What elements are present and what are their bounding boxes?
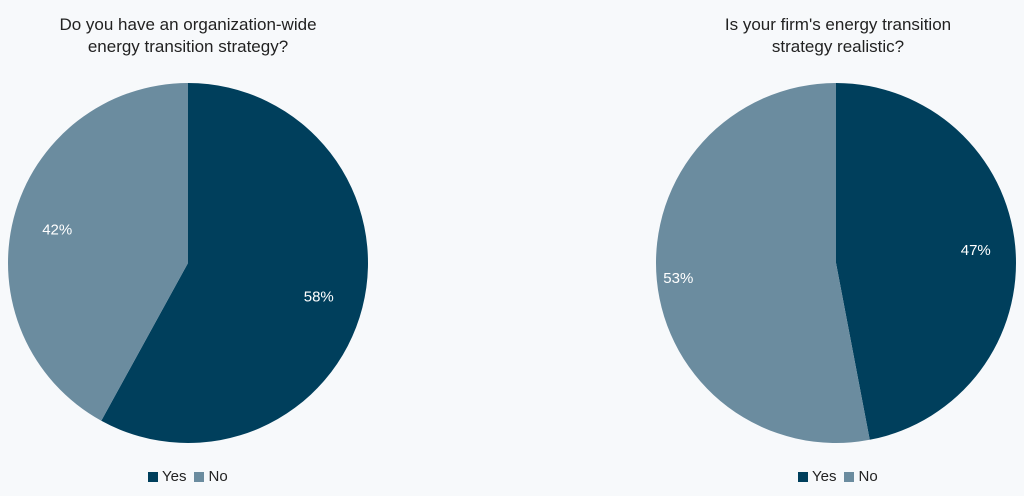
chart-title-line-1: Do you have an organization-wide — [59, 15, 317, 34]
data-label-yes: 47% — [961, 242, 991, 259]
legend-swatch-no — [844, 471, 855, 482]
pie-svg: 47% 53% — [656, 83, 1017, 443]
legend-label-yes: Yes — [162, 468, 187, 485]
pie-slice-yes — [101, 83, 368, 443]
legend-item-no: No — [194, 468, 228, 485]
data-label-no: 53% — [663, 270, 693, 287]
chart-title: Is your firm's energy transition strateg… — [652, 14, 1024, 58]
pie-slice-yes — [836, 83, 1017, 440]
pie-chart-realistic: Is your firm's energy transition strateg… — [512, 0, 1024, 496]
data-label-yes: 58% — [304, 289, 334, 306]
legend: Yes No — [148, 468, 236, 485]
pie-slice-no — [7, 83, 189, 421]
legend-swatch-yes — [148, 471, 158, 482]
chart-title-line-1: Is your firm's energy transition — [724, 15, 952, 34]
data-label-no: 42% — [42, 221, 72, 238]
legend-item-yes: Yes — [798, 468, 836, 485]
pie-slice-no — [656, 83, 870, 443]
legend-label-no: No — [208, 468, 228, 485]
legend: Yes No — [798, 468, 886, 485]
chart-title-line-2: energy transition strategy? — [87, 37, 289, 56]
legend-label-yes: Yes — [812, 468, 837, 485]
chart-title: Do you have an organization-wide energy … — [0, 14, 376, 58]
legend-item-yes: Yes — [148, 468, 186, 485]
legend-label-no: No — [858, 468, 878, 485]
legend-swatch-yes — [798, 471, 808, 482]
chart-title-line-2: strategy realistic? — [771, 37, 905, 56]
legend-item-no: No — [844, 468, 878, 485]
legend-swatch-no — [194, 471, 205, 482]
pie-svg: 58% 42% — [7, 83, 368, 443]
pie-chart-strategy: Do you have an organization-wide energy … — [0, 14, 376, 485]
